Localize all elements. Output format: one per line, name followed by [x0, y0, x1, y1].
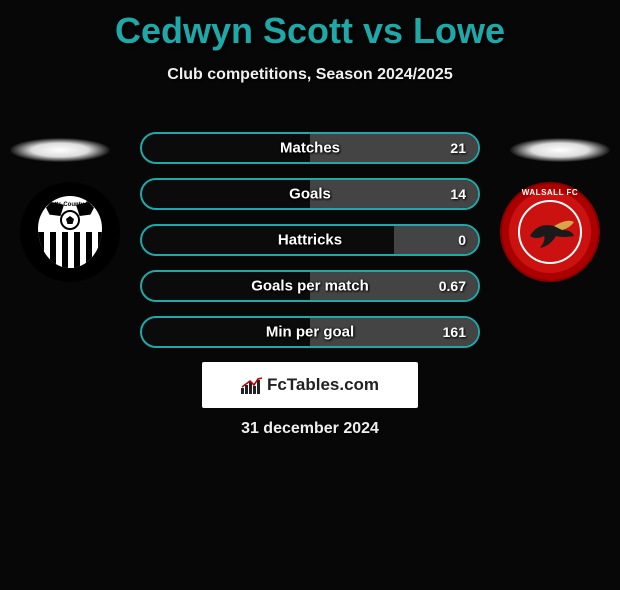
stat-row: Goals 14: [140, 178, 480, 210]
left-halo: [10, 138, 110, 162]
fctables-logo-icon: [241, 376, 263, 394]
date-text: 31 december 2024: [0, 420, 620, 438]
subtitle: Club competitions, Season 2024/2025: [0, 66, 620, 84]
stat-row: Hattricks 0: [140, 224, 480, 256]
right-halo: [510, 138, 610, 162]
right-club-badge: WALSALL FC: [500, 182, 600, 282]
brand-box: FcTables.com: [202, 362, 418, 408]
walsall-swift-icon: [528, 216, 576, 252]
brand-text: FcTables.com: [267, 375, 379, 395]
stat-label: Matches: [280, 140, 340, 157]
stat-label: Min per goal: [266, 324, 354, 341]
stat-value-right: 21: [450, 140, 466, 156]
stat-label: Goals per match: [251, 278, 369, 295]
stat-value-right: 161: [443, 324, 466, 340]
stat-label: Goals: [289, 186, 331, 203]
stat-row: Goals per match 0.67: [140, 270, 480, 302]
stat-value-right: 0.67: [439, 278, 466, 294]
stat-row: Matches 21: [140, 132, 480, 164]
notts-county-crest-icon: Notts County FC: [38, 196, 102, 268]
left-club-badge: Notts County FC: [20, 182, 120, 282]
stat-row: Min per goal 161: [140, 316, 480, 348]
stat-value-right: 14: [450, 186, 466, 202]
stats-container: Matches 21 Goals 14 Hattricks 0 Goals per matc…: [140, 132, 480, 362]
page-title: Cedwyn Scott vs Lowe: [0, 10, 620, 52]
stat-value-right: 0: [458, 232, 466, 248]
stat-label: Hattricks: [278, 232, 342, 249]
